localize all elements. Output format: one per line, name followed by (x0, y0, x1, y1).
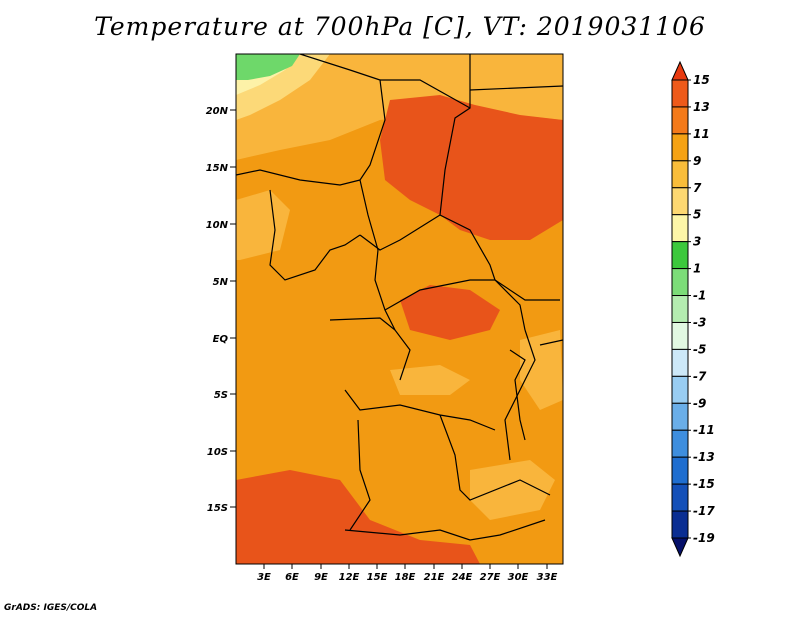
lon-label-3e: 3E (257, 572, 271, 583)
colorbar-swatch (671, 321, 689, 350)
colorbar-label: 15 (693, 73, 710, 87)
colorbar-label: -19 (693, 531, 715, 545)
colorbar-label: -15 (693, 477, 715, 491)
map-frame (235, 53, 564, 565)
lon-label-12e: 12E (339, 572, 360, 583)
lon-label-33e: 33E (537, 572, 558, 583)
colorbar-label: 13 (693, 100, 710, 114)
colorbar-top-arrow (671, 60, 689, 81)
lon-label-6e: 6E (285, 572, 299, 583)
colorbar-label: -3 (693, 315, 706, 329)
colorbar-label: 3 (693, 235, 701, 249)
field-green-nw (236, 54, 300, 80)
temperature-field (236, 54, 563, 564)
colorbar-label: -13 (693, 450, 715, 464)
field-mild-se (470, 460, 555, 520)
colorbar-swatch (671, 483, 689, 512)
colorbar-label: 1 (693, 262, 701, 276)
lat-label-20n: 20N (206, 106, 229, 117)
lon-label-21e: 21E (424, 572, 445, 583)
colorbar-swatch (671, 241, 689, 270)
colorbar: 15 13 11 9 7 5 3 1 -1 -3 -5 -7 -9 -11 -13 -15 -17 -19 (671, 60, 715, 558)
lon-axis (263, 564, 548, 569)
lon-label-9e: 9E (314, 572, 328, 583)
colorbar-swatch (671, 187, 689, 216)
lat-label-10s: 10S (207, 447, 228, 458)
colorbar-swatch (671, 79, 689, 108)
field-mild-east (520, 330, 563, 410)
lon-label-18e: 18E (395, 572, 416, 583)
colorbar-swatch (671, 133, 689, 162)
colorbar-swatch (671, 295, 689, 323)
colorbar-swatch (671, 375, 689, 404)
colorbar-swatch (671, 214, 689, 243)
lon-label-27e: 27E (480, 572, 501, 583)
field-mild-west (236, 190, 290, 260)
lon-label-15e: 15E (367, 572, 388, 583)
colorbar-label: 11 (693, 127, 710, 141)
colorbar-swatch (671, 510, 689, 539)
colorbar-bottom-arrow (671, 537, 689, 558)
colorbar-swatch (671, 429, 689, 458)
lat-label-5s: 5S (214, 390, 228, 401)
colorbar-label: -1 (693, 289, 706, 303)
colorbar-label: -7 (693, 369, 707, 383)
colorbar-swatch (671, 456, 689, 485)
chart-title: Temperature at 700hPa [C], VT: 201903110… (94, 12, 706, 41)
field-hot-center (400, 285, 500, 340)
lon-label-30e: 30E (508, 572, 529, 583)
country-borders (236, 54, 563, 541)
colorbar-label: -9 (693, 396, 706, 410)
colorbar-label: -5 (693, 342, 706, 356)
lat-label-eq: EQ (213, 334, 229, 345)
lon-label-24e: 24E (452, 572, 473, 583)
colorbar-swatch (671, 160, 689, 189)
field-hot-ne (380, 95, 563, 240)
lat-axis (230, 109, 236, 508)
lat-label-15s: 15S (207, 503, 228, 514)
lat-label-5n: 5N (213, 277, 229, 288)
colorbar-label: -11 (693, 423, 715, 437)
lat-label-15n: 15N (206, 163, 229, 174)
lat-label-10n: 10N (206, 220, 229, 231)
colorbar-swatch (671, 402, 689, 431)
grads-credit: GrADS: IGES/COLA (4, 603, 98, 613)
colorbar-label: 7 (693, 181, 702, 195)
colorbar-swatch (671, 106, 689, 135)
colorbar-label: 9 (693, 154, 701, 168)
colorbar-label: 5 (693, 208, 701, 222)
colorbar-swatch (671, 348, 689, 377)
colorbar-label: -17 (693, 504, 715, 518)
colorbar-swatch (671, 268, 689, 297)
field-mild-patch1 (390, 365, 470, 395)
